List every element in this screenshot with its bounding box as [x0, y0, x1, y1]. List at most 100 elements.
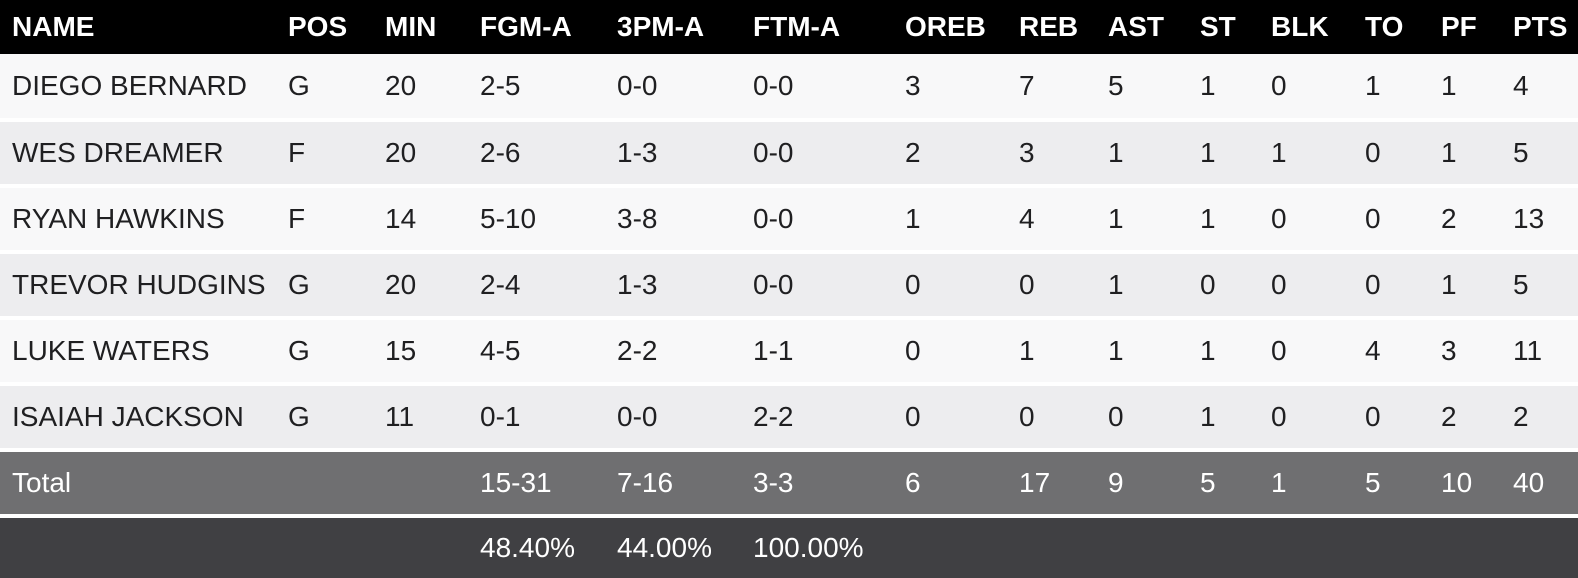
pct-empty-pos: [276, 516, 373, 578]
col-header-fgm-a: FGM-A: [480, 11, 572, 42]
cell-blk: 0: [1259, 252, 1353, 320]
col-header-reb: REB: [1019, 11, 1079, 42]
pct-empty-pf: [1429, 516, 1501, 578]
total-fgm-a: 15-31: [468, 450, 605, 518]
cell-st: 1: [1188, 54, 1259, 122]
cell-st: 1: [1188, 384, 1259, 452]
cell-min: 20: [373, 120, 468, 188]
cell-ftm-a: 0-0: [741, 252, 893, 320]
cell-3pm-a: 3-8: [605, 186, 741, 254]
col-header-3pm-a: 3PM-A: [617, 11, 705, 42]
cell-name: LUKE WATERS: [0, 318, 276, 386]
cell-min: 14: [373, 186, 468, 254]
pct-3p: 44.00%: [617, 532, 712, 563]
col-header-pts: PTS: [1513, 11, 1568, 42]
player-row: RYAN HAWKINS F 14 5-10 3-8 0-0 1 4 1 1 0…: [0, 186, 1578, 254]
col-header-pf: PF: [1441, 11, 1477, 42]
cell-min: 20: [373, 54, 468, 122]
cell-fgm-a: 4-5: [468, 318, 605, 386]
cell-pf: 3: [1429, 318, 1501, 386]
cell-oreb: 0: [893, 318, 1007, 386]
pct-empty-oreb: [893, 516, 1007, 578]
player-row: LUKE WATERS G 15 4-5 2-2 1-1 0 1 1 1 0 4…: [0, 318, 1578, 386]
col-header-blk: BLK: [1271, 11, 1329, 42]
pct-fg: 48.40%: [480, 532, 575, 563]
cell-pos: G: [276, 318, 373, 386]
cell-pf: 1: [1429, 54, 1501, 122]
cell-st: 0: [1188, 252, 1259, 320]
pct-empty-name: [0, 516, 276, 578]
col-header-to: TO: [1365, 11, 1404, 42]
cell-pts: 5: [1501, 252, 1578, 320]
cell-reb: 4: [1007, 186, 1096, 254]
cell-oreb: 0: [893, 384, 1007, 452]
cell-pts: 13: [1501, 186, 1578, 254]
cell-blk: 1: [1259, 120, 1353, 188]
cell-ast: 1: [1096, 120, 1188, 188]
cell-reb: 0: [1007, 384, 1096, 452]
cell-pts: 4: [1501, 54, 1578, 122]
total-ast: 9: [1096, 450, 1188, 518]
cell-name: DIEGO BERNARD: [0, 54, 276, 122]
cell-ast: 0: [1096, 384, 1188, 452]
cell-name: RYAN HAWKINS: [0, 186, 276, 254]
cell-pts: 11: [1501, 318, 1578, 386]
cell-fgm-a: 2-4: [468, 252, 605, 320]
cell-3pm-a: 2-2: [605, 318, 741, 386]
cell-oreb: 0: [893, 252, 1007, 320]
cell-to: 1: [1353, 54, 1429, 122]
pct-empty-blk: [1259, 516, 1353, 578]
cell-pf: 1: [1429, 120, 1501, 188]
cell-pf: 2: [1429, 384, 1501, 452]
total-min: [373, 450, 468, 518]
total-to: 5: [1353, 450, 1429, 518]
cell-min: 11: [373, 384, 468, 452]
pct-empty-to: [1353, 516, 1429, 578]
cell-3pm-a: 1-3: [605, 252, 741, 320]
percentages-row: 48.40% 44.00% 100.00%: [0, 516, 1578, 578]
col-header-ftm-a: FTM-A: [753, 11, 841, 42]
pct-empty-reb: [1007, 516, 1096, 578]
cell-to: 0: [1353, 120, 1429, 188]
cell-blk: 0: [1259, 384, 1353, 452]
cell-pf: 2: [1429, 186, 1501, 254]
col-header-pos: POS: [288, 11, 348, 42]
cell-st: 1: [1188, 120, 1259, 188]
cell-pos: F: [276, 120, 373, 188]
total-row: Total 15-31 7-16 3-3 6 17 9 5 1 5 10 40: [0, 450, 1578, 518]
cell-3pm-a: 0-0: [605, 384, 741, 452]
player-row: ISAIAH JACKSON G 11 0-1 0-0 2-2 0 0 0 1 …: [0, 384, 1578, 452]
cell-ftm-a: 1-1: [741, 318, 893, 386]
cell-oreb: 1: [893, 186, 1007, 254]
total-st: 5: [1188, 450, 1259, 518]
total-pf: 10: [1429, 450, 1501, 518]
cell-ftm-a: 2-2: [741, 384, 893, 452]
total-3pm-a: 7-16: [605, 450, 741, 518]
cell-ast: 1: [1096, 252, 1188, 320]
cell-3pm-a: 1-3: [605, 120, 741, 188]
header-row: NAME POS MIN FGM-A 3PM-A FTM-A OREB REB …: [0, 0, 1578, 54]
cell-pts: 2: [1501, 384, 1578, 452]
cell-fgm-a: 2-6: [468, 120, 605, 188]
cell-pos: G: [276, 384, 373, 452]
cell-ast: 5: [1096, 54, 1188, 122]
cell-ast: 1: [1096, 318, 1188, 386]
total-reb: 17: [1007, 450, 1096, 518]
table-body: DIEGO BERNARD G 20 2-5 0-0 0-0 3 7 5 1 0…: [0, 54, 1578, 578]
col-header-name: NAME: [12, 11, 95, 42]
cell-blk: 0: [1259, 318, 1353, 386]
cell-ftm-a: 0-0: [741, 186, 893, 254]
cell-ast: 1: [1096, 186, 1188, 254]
cell-oreb: 2: [893, 120, 1007, 188]
total-blk: 1: [1259, 450, 1353, 518]
cell-3pm-a: 0-0: [605, 54, 741, 122]
cell-to: 0: [1353, 186, 1429, 254]
cell-fgm-a: 5-10: [468, 186, 605, 254]
cell-pos: G: [276, 252, 373, 320]
player-row: TREVOR HUDGINS G 20 2-4 1-3 0-0 0 0 1 0 …: [0, 252, 1578, 320]
total-pts: 40: [1501, 450, 1578, 518]
cell-to: 0: [1353, 384, 1429, 452]
pct-ft: 100.00%: [753, 532, 864, 563]
